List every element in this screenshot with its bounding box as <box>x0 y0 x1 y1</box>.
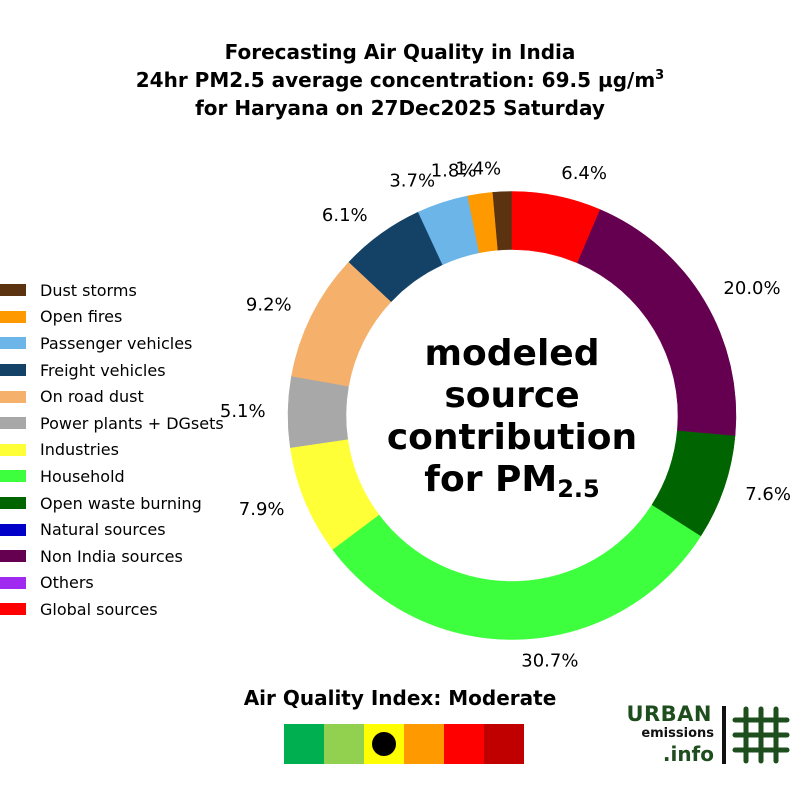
legend-label: Dust storms <box>40 280 137 300</box>
donut-slices <box>287 191 737 640</box>
legend-item: Others <box>0 570 224 597</box>
aqi-cell <box>364 724 404 764</box>
legend-item: Freight vehicles <box>0 357 224 384</box>
donut-slice <box>332 504 702 640</box>
aqi-cell <box>444 724 484 764</box>
slice-percent-label: 5.1% <box>220 401 266 422</box>
aqi-scale-bar <box>284 724 524 764</box>
legend-label: Open fires <box>40 307 123 327</box>
legend-item: Dust storms <box>0 277 224 304</box>
logo-urban-text: URBAN <box>626 702 712 726</box>
slice-percent-label: 1.8% <box>431 161 477 182</box>
aqi-cell <box>404 724 444 764</box>
legend-item: Non India sources <box>0 543 224 570</box>
legend-swatch <box>0 603 26 616</box>
slice-percent-label: 6.1% <box>322 205 368 226</box>
title-line-1: Forecasting Air Quality in India <box>224 40 576 64</box>
legend-item: Power plants + DGsets <box>0 410 224 437</box>
legend-item: Open waste burning <box>0 490 224 517</box>
legend-label: Household <box>40 466 125 486</box>
legend-swatch <box>0 470 26 483</box>
legend-item: Industries <box>0 437 224 464</box>
legend-swatch <box>0 576 26 589</box>
legend-swatch <box>0 310 26 323</box>
legend-swatch <box>0 443 26 456</box>
chart-title: Forecasting Air Quality in India 24hr PM… <box>0 38 800 122</box>
legend-label: Global sources <box>40 599 158 619</box>
legend-label: Freight vehicles <box>40 360 166 380</box>
legend-swatch <box>0 497 26 510</box>
legend-item: On road dust <box>0 383 224 410</box>
aqi-cell <box>284 724 324 764</box>
aqi-cell <box>484 724 524 764</box>
percent-labels: 1.4%1.8%3.7% 6.1% 9.2% 5.1% 7.9% 30.7% 7.6% 20.… <box>220 158 791 671</box>
legend-swatch <box>0 523 26 536</box>
legend-label: Open waste burning <box>40 493 202 513</box>
slice-percent-label: 7.6% <box>745 484 791 505</box>
aqi-marker-dot <box>372 732 396 756</box>
logo-emissions-text: emissions <box>641 726 714 741</box>
logo-divider <box>722 706 726 764</box>
aqi-cell <box>324 724 364 764</box>
grid-icon <box>732 706 790 764</box>
aqi-title: Air Quality Index: Moderate <box>243 686 557 710</box>
legend-label: Industries <box>40 440 119 460</box>
donut-slice <box>511 191 601 264</box>
slice-percent-label: 9.2% <box>246 294 292 315</box>
legend-label: Passenger vehicles <box>40 333 193 353</box>
legend-item: Open fires <box>0 304 224 331</box>
legend-swatch <box>0 550 26 563</box>
logo-info-text: .info <box>662 742 714 766</box>
legend-item: Household <box>0 463 224 490</box>
slice-percent-label: 3.7% <box>389 170 435 191</box>
legend-item: Passenger vehicles <box>0 330 224 357</box>
legend-swatch <box>0 364 26 377</box>
title-line-2: 24hr PM2.5 average concentration: 69.5 µ… <box>135 68 665 92</box>
legend-label: Others <box>40 573 94 593</box>
donut-slice <box>287 376 349 449</box>
legend-label: Non India sources <box>40 546 183 566</box>
legend-label: Natural sources <box>40 520 166 540</box>
legend: Dust storms Open fires Passenger vehicles F… <box>0 277 224 623</box>
title-line-3: for Haryana on 27Dec2025 Saturday <box>195 96 605 120</box>
legend-label: Power plants + DGsets <box>40 413 224 433</box>
legend-swatch <box>0 284 26 297</box>
legend-swatch <box>0 337 26 350</box>
legend-swatch <box>0 390 26 403</box>
slice-percent-label: 1.4% <box>455 158 501 179</box>
slice-percent-label: 6.4% <box>561 163 607 184</box>
legend-swatch <box>0 417 26 430</box>
legend-item: Global sources <box>0 596 224 623</box>
slice-percent-label: 30.7% <box>521 651 578 672</box>
legend-label: On road dust <box>40 387 144 407</box>
center-label: modeled source contribution for PM2.5 <box>386 333 638 503</box>
slice-percent-label: 7.9% <box>239 499 285 520</box>
slice-percent-label: 20.0% <box>723 278 780 299</box>
urbanemissions-logo: URBAN emissions .info <box>626 702 792 766</box>
legend-item: Natural sources <box>0 516 224 543</box>
